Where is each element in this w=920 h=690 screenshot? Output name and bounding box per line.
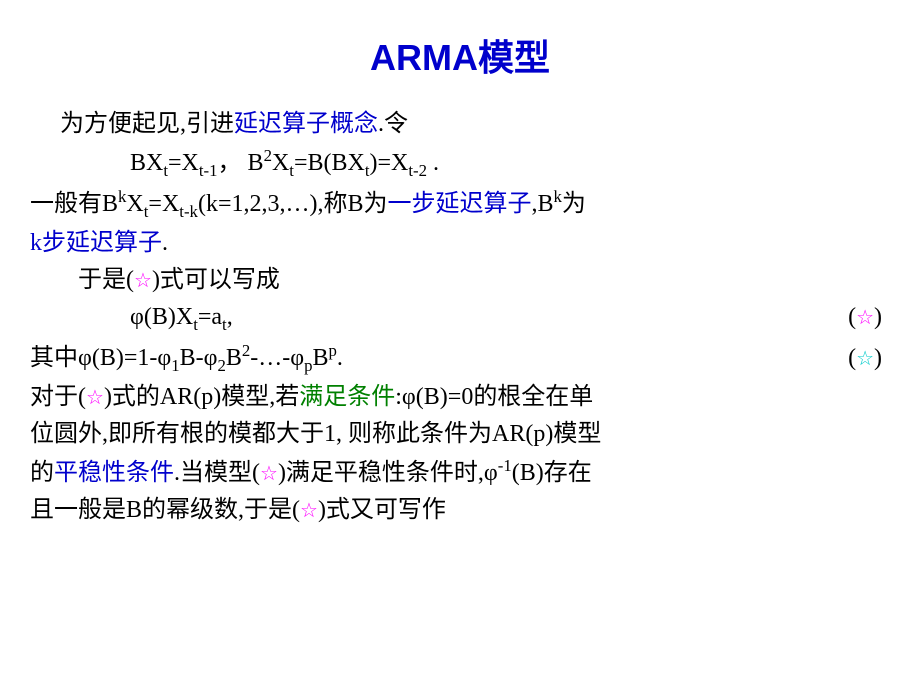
text-line-10: 的平稳性条件.当模型(☆)满足平稳性条件时,φ-1(B)存在 xyxy=(30,453,890,492)
equation-marker: (☆) xyxy=(848,299,890,336)
superscript: p xyxy=(329,341,337,360)
term-k-step-delay: k步延迟算子 xyxy=(30,230,162,256)
text: =X xyxy=(168,150,199,176)
text-line-4: k步延迟算子. xyxy=(30,225,890,262)
text: BX xyxy=(130,150,163,176)
text: , xyxy=(227,304,233,330)
text: .当模型( xyxy=(174,460,260,486)
text: . xyxy=(337,345,343,371)
equation-line-6: φ(B)Xt=at, (☆) xyxy=(30,299,890,338)
text: 一般有B xyxy=(30,191,118,217)
star-pink-icon: ☆ xyxy=(260,463,278,485)
subscript: t-k xyxy=(179,202,198,221)
text: 于是( xyxy=(78,267,134,293)
text: )满足平稳性条件时,φ xyxy=(278,460,498,486)
text: )=X xyxy=(370,150,409,176)
equation-left: 其中φ(B)=1-φ1B-φ2B2-…-φpBp. xyxy=(30,338,343,379)
text: )式的AR(p)模型,若 xyxy=(104,384,299,410)
text-line-3: 一般有BkXt=Xt-k(k=1,2,3,…),称B为一步延迟算子,Bk为 xyxy=(30,184,890,225)
text: X xyxy=(126,191,143,217)
text: (k=1,2,3,…),称B为 xyxy=(198,191,388,217)
text: . xyxy=(162,230,168,256)
text: B xyxy=(226,345,242,371)
term-one-step-delay: 一步延迟算子 xyxy=(387,191,531,217)
subscript: p xyxy=(304,356,312,375)
superscript: k xyxy=(554,187,562,206)
text-line-8: 对于(☆)式的AR(p)模型,若满足条件:φ(B)=0的根全在单 xyxy=(30,379,890,416)
text: B xyxy=(313,345,329,371)
text: -…-φ xyxy=(250,345,304,371)
text: 对于( xyxy=(30,384,86,410)
text-line-1: 为方便起见,引进延迟算子概念.令 xyxy=(30,106,890,143)
text: 其中φ(B)=1-φ xyxy=(30,345,171,371)
text: :φ(B)=0的根全在单 xyxy=(395,384,593,410)
superscript: -1 xyxy=(498,456,512,475)
text: X xyxy=(272,150,289,176)
text: φ(B)X xyxy=(130,304,193,330)
text: ， B xyxy=(218,150,264,176)
text: 的 xyxy=(30,460,54,486)
equation-line-7: 其中φ(B)=1-φ1B-φ2B2-…-φpBp. (☆) xyxy=(30,338,890,379)
text: (B)存在 xyxy=(512,460,592,486)
star-pink-icon: ☆ xyxy=(134,270,152,292)
star-cyan-icon: ☆ xyxy=(856,348,874,370)
equation-marker: (☆) xyxy=(848,340,890,377)
content-body: 为方便起见,引进延迟算子概念.令 BXt=Xt-1， B2Xt=B(BXt)=X… xyxy=(30,106,890,530)
star-pink-icon: ☆ xyxy=(86,387,104,409)
equation-left: φ(B)Xt=at, xyxy=(30,299,233,338)
text: =a xyxy=(198,304,222,330)
text: ) xyxy=(874,304,882,330)
text-line-9: 位圆外,即所有根的模都大于1, 则称此条件为AR(p)模型 xyxy=(30,416,890,453)
page-title: ARMA模型 xyxy=(30,30,890,86)
text: . xyxy=(427,150,439,176)
text: 且一般是B的幂级数,于是( xyxy=(30,497,300,523)
text: .令 xyxy=(378,111,408,137)
subscript: 1 xyxy=(171,356,179,375)
star-pink-icon: ☆ xyxy=(300,500,318,522)
text: 为 xyxy=(562,191,586,217)
text-line-11: 且一般是B的幂级数,于是(☆)式又可写作 xyxy=(30,492,890,529)
term-delay-operator: 延迟算子概念 xyxy=(234,111,378,137)
text: ( xyxy=(848,304,856,330)
text: ,B xyxy=(531,191,553,217)
text: 为方便起见,引进 xyxy=(60,111,234,137)
text: =X xyxy=(148,191,179,217)
text: )式又可写作 xyxy=(318,497,446,523)
subscript: 2 xyxy=(217,356,225,375)
term-satisfy-condition: 满足条件 xyxy=(299,384,395,410)
text: )式可以写成 xyxy=(152,267,280,293)
text-line-5: 于是(☆)式可以写成 xyxy=(30,262,890,299)
term-stationarity-condition: 平稳性条件 xyxy=(54,460,174,486)
text: =B(BX xyxy=(294,150,365,176)
superscript: 2 xyxy=(264,146,272,165)
subscript: t-1 xyxy=(199,161,218,180)
text: ( xyxy=(848,345,856,371)
equation-line-2: BXt=Xt-1， B2Xt=B(BXt)=Xt-2 . xyxy=(30,143,890,184)
text: ) xyxy=(874,345,882,371)
text: B-φ xyxy=(180,345,218,371)
subscript: t-2 xyxy=(408,161,427,180)
star-pink-icon: ☆ xyxy=(856,307,874,329)
